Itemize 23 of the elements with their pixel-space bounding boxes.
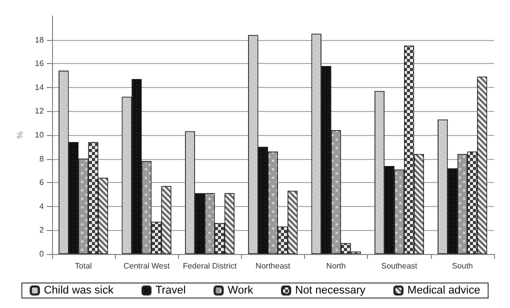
x-tick-label: South (452, 262, 473, 270)
legend-label: Medical advice (407, 284, 480, 296)
x-tick-label: Southeast (381, 262, 418, 270)
y-tick-label: 8 (39, 154, 44, 164)
y-tick-label: 10 (34, 130, 44, 140)
legend-label: Not necessary (295, 284, 366, 296)
y-tick-label: 18 (34, 35, 44, 44)
y-axis-title: % (16, 131, 24, 139)
y-tick-label: 14 (34, 82, 44, 92)
x-tick-label: Total (74, 262, 92, 270)
x-tick-label: North (326, 262, 346, 270)
x-tick-label: Northeast (256, 262, 292, 270)
y-tick-label: 12 (34, 106, 44, 116)
x-tick-label: Central West (124, 262, 170, 270)
y-tick-label: 16 (34, 59, 44, 68)
legend-label: Travel (156, 284, 186, 296)
y-tick-label: 2 (39, 226, 44, 235)
x-tick-label: Federal District (182, 262, 238, 270)
legend-label: Child was sick (44, 284, 114, 296)
y-tick-label: 0 (39, 250, 44, 258)
legend-label: Work (228, 284, 254, 296)
y-tick-label: 4 (39, 202, 44, 211)
y-tick-label: 6 (39, 178, 44, 188)
